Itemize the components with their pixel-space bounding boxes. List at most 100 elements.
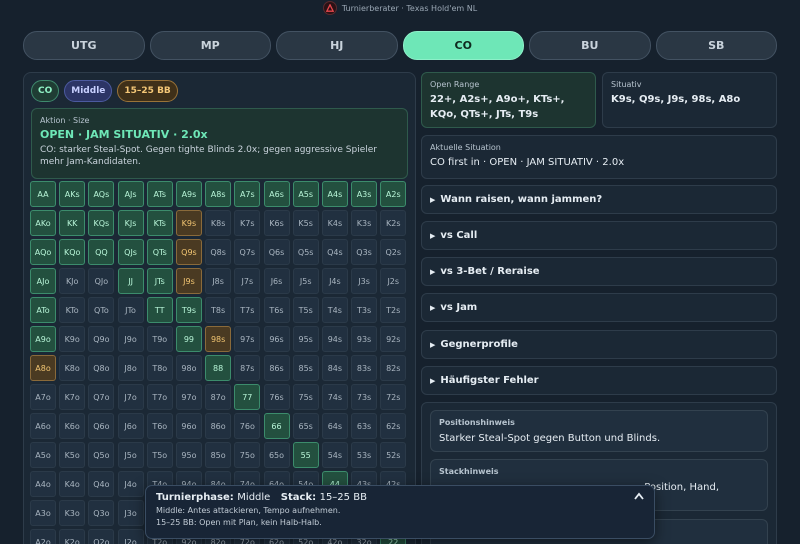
hand-cell-q9o[interactable]: Q9o [88,326,115,352]
hand-cell-64s[interactable]: 64s [321,413,348,439]
hand-cell-ats[interactable]: ATs [146,181,173,207]
hand-cell-99[interactable]: 99 [175,326,202,352]
hand-cell-t9s[interactable]: T9s [175,297,202,323]
hand-cell-q7o[interactable]: Q7o [88,384,115,410]
hand-cell-73s[interactable]: 73s [351,384,378,410]
hand-cell-85s[interactable]: 85s [292,355,319,381]
hand-cell-q3s[interactable]: Q3s [351,239,378,265]
hand-cell-k2o[interactable]: K2o [59,529,86,544]
hand-cell-75o[interactable]: 75o [234,442,261,468]
hand-cell-j9s[interactable]: J9s [175,268,202,294]
hand-cell-a4o[interactable]: A4o [30,471,56,497]
hand-cell-q2o[interactable]: Q2o [88,529,115,544]
hand-cell-65s[interactable]: 65s [292,413,319,439]
hand-cell-86o[interactable]: 86o [205,413,232,439]
hand-cell-q5s[interactable]: Q5s [292,239,319,265]
hand-cell-t9o[interactable]: T9o [146,326,173,352]
chevron-up-icon[interactable] [634,492,644,503]
hand-cell-a8s[interactable]: A8s [205,181,232,207]
hand-cell-62s[interactable]: 62s [380,413,407,439]
hand-cell-jto[interactable]: JTo [117,297,144,323]
hand-cell-t7o[interactable]: T7o [146,384,173,410]
hand-cell-q3o[interactable]: Q3o [88,500,115,526]
hand-cell-a6o[interactable]: A6o [30,413,56,439]
hand-cell-q8s[interactable]: Q8s [205,239,232,265]
hand-cell-k7s[interactable]: K7s [234,210,261,236]
accordion-vs-3bet[interactable]: ▶ vs 3-Bet / Reraise [421,257,777,286]
hand-cell-j4s[interactable]: J4s [321,268,348,294]
hand-cell-86s[interactable]: 86s [263,355,290,381]
hand-cell-kts[interactable]: KTs [146,210,173,236]
hand-cell-t8o[interactable]: T8o [146,355,173,381]
hand-cell-93s[interactable]: 93s [351,326,378,352]
hand-cell-q6s[interactable]: Q6s [263,239,290,265]
hand-cell-t3s[interactable]: T3s [351,297,378,323]
hand-cell-a9o[interactable]: A9o [30,326,56,352]
hand-cell-95s[interactable]: 95s [292,326,319,352]
hand-cell-q2s[interactable]: Q2s [380,239,407,265]
hand-cell-54s[interactable]: 54s [321,442,348,468]
hand-cell-qto[interactable]: QTo [88,297,115,323]
hand-cell-j8s[interactable]: J8s [205,268,232,294]
accordion-opponent-profiles[interactable]: ▶ Gegnerprofile [421,330,777,359]
hand-cell-j7s[interactable]: J7s [234,268,261,294]
hand-cell-t7s[interactable]: T7s [234,297,261,323]
hand-cell-a5s[interactable]: A5s [292,181,319,207]
hand-cell-q8o[interactable]: Q8o [88,355,115,381]
hand-cell-q4o[interactable]: Q4o [88,471,115,497]
hand-cell-a2s[interactable]: A2s [380,181,407,207]
hand-cell-ato[interactable]: ATo [30,297,56,323]
hand-cell-98o[interactable]: 98o [175,355,202,381]
hand-cell-jts[interactable]: JTs [146,268,173,294]
hand-cell-a5o[interactable]: A5o [30,442,56,468]
tab-co[interactable]: CO [402,31,524,60]
hand-cell-qjs[interactable]: QJs [117,239,144,265]
tab-utg[interactable]: UTG [23,31,145,60]
hand-cell-a9s[interactable]: A9s [175,181,202,207]
hand-cell-84s[interactable]: 84s [321,355,348,381]
hand-cell-77[interactable]: 77 [234,384,261,410]
hand-cell-jj[interactable]: JJ [117,268,144,294]
hand-cell-72s[interactable]: 72s [380,384,407,410]
accordion-vs-call[interactable]: ▶ vs Call [421,221,777,250]
hand-cell-k9o[interactable]: K9o [59,326,86,352]
hand-cell-a3o[interactable]: A3o [30,500,56,526]
hand-cell-kk[interactable]: KK [59,210,86,236]
hand-cell-aa[interactable]: AA [30,181,56,207]
hand-cell-q9s[interactable]: Q9s [175,239,202,265]
hand-cell-aqo[interactable]: AQo [30,239,56,265]
hand-cell-a6s[interactable]: A6s [263,181,290,207]
hand-cell-87s[interactable]: 87s [234,355,261,381]
accordion-vs-jam[interactable]: ▶ vs Jam [421,293,777,322]
hand-cell-t4s[interactable]: T4s [321,297,348,323]
hand-cell-j8o[interactable]: J8o [117,355,144,381]
hand-cell-tt[interactable]: TT [146,297,173,323]
hand-cell-63s[interactable]: 63s [351,413,378,439]
hand-cell-kqo[interactable]: KQo [59,239,86,265]
hand-cell-k3s[interactable]: K3s [351,210,378,236]
hand-cell-kqs[interactable]: KQs [88,210,115,236]
hand-cell-j5o[interactable]: J5o [117,442,144,468]
hand-cell-97s[interactable]: 97s [234,326,261,352]
hand-cell-qts[interactable]: QTs [146,239,173,265]
hand-cell-a3s[interactable]: A3s [351,181,378,207]
tab-bu[interactable]: BU [529,31,651,60]
hand-cell-76s[interactable]: 76s [263,384,290,410]
hand-cell-q5o[interactable]: Q5o [88,442,115,468]
hand-cell-k9s[interactable]: K9s [175,210,202,236]
hand-cell-ako[interactable]: AKo [30,210,56,236]
hand-cell-87o[interactable]: 87o [205,384,232,410]
hand-cell-a4s[interactable]: A4s [321,181,348,207]
hand-cell-96o[interactable]: 96o [175,413,202,439]
hand-cell-t6o[interactable]: T6o [146,413,173,439]
hand-cell-76o[interactable]: 76o [234,413,261,439]
hand-cell-qjo[interactable]: QJo [88,268,115,294]
hand-cell-k7o[interactable]: K7o [59,384,86,410]
hand-cell-q6o[interactable]: Q6o [88,413,115,439]
hand-cell-k5o[interactable]: K5o [59,442,86,468]
hand-cell-aqs[interactable]: AQs [88,181,115,207]
hand-cell-53s[interactable]: 53s [351,442,378,468]
hand-cell-j3o[interactable]: J3o [117,500,144,526]
hand-cell-ajs[interactable]: AJs [117,181,144,207]
hand-cell-82s[interactable]: 82s [380,355,407,381]
